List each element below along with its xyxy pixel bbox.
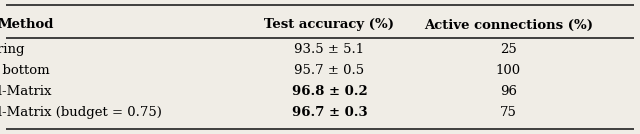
Text: Gumbel-Matrix: Gumbel-Matrix bbox=[0, 85, 51, 98]
Text: 96.7 ± 0.3: 96.7 ± 0.3 bbox=[292, 106, 367, 119]
Text: No sharing: No sharing bbox=[0, 43, 24, 56]
Text: 75: 75 bbox=[500, 106, 516, 119]
Text: 100: 100 bbox=[495, 64, 521, 77]
Text: Shared bottom: Shared bottom bbox=[0, 64, 49, 77]
Text: 96: 96 bbox=[500, 85, 516, 98]
Text: 93.5 ± 5.1: 93.5 ± 5.1 bbox=[294, 43, 364, 56]
Text: 95.7 ± 0.5: 95.7 ± 0.5 bbox=[294, 64, 364, 77]
Text: Method: Method bbox=[0, 18, 53, 31]
Text: Active connections (%): Active connections (%) bbox=[424, 18, 593, 31]
Text: 96.8 ± 0.2: 96.8 ± 0.2 bbox=[292, 85, 367, 98]
Text: Gumbel-Matrix (budget = 0.75): Gumbel-Matrix (budget = 0.75) bbox=[0, 106, 162, 119]
Text: Test accuracy (%): Test accuracy (%) bbox=[264, 18, 394, 31]
Text: 25: 25 bbox=[500, 43, 516, 56]
